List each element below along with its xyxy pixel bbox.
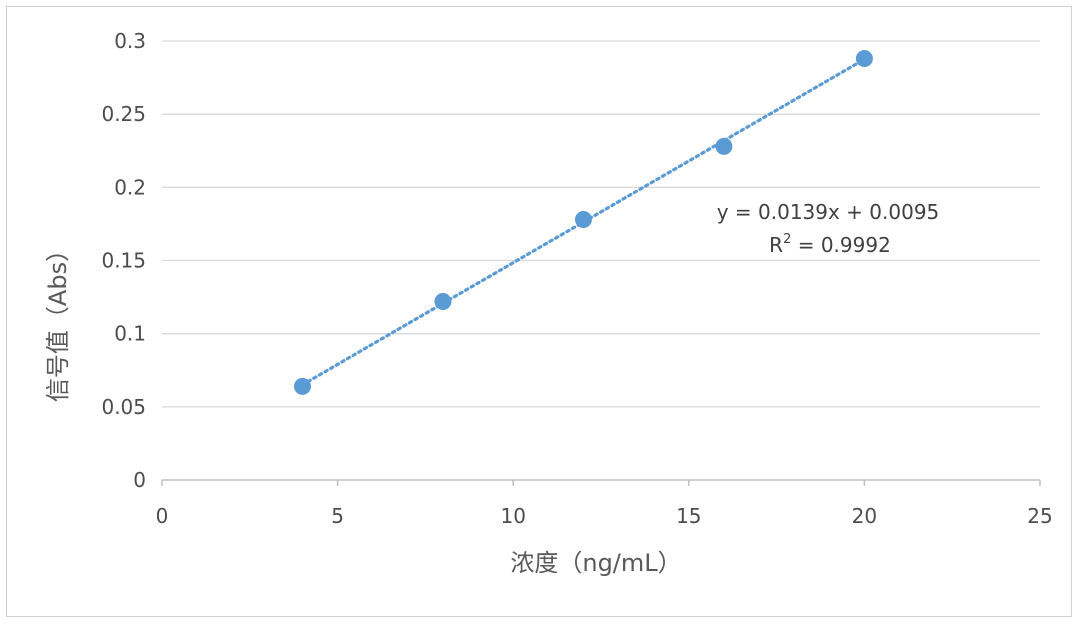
x-tick-label: 10 xyxy=(500,504,525,528)
y-axis-title: 信号值（Abs） xyxy=(44,238,72,402)
y-tick-label: 0.25 xyxy=(101,102,146,126)
r-squared-label: R2 = 0.9992 xyxy=(769,232,891,257)
y-tick-label: 0.1 xyxy=(114,322,146,346)
x-tick-label: 0 xyxy=(156,504,169,528)
x-tick-label: 25 xyxy=(1027,504,1052,528)
r-squared-value: = 0.9992 xyxy=(791,233,890,257)
data-point xyxy=(715,137,733,155)
r-squared-symbol: R xyxy=(769,233,783,257)
x-tick-labels: 0 5 10 15 20 25 xyxy=(156,504,1053,528)
data-points xyxy=(293,50,873,395)
data-point xyxy=(574,211,592,229)
y-tick-labels: 0 0.05 0.1 0.15 0.2 0.25 0.3 xyxy=(101,29,146,492)
y-tick-label: 0.2 xyxy=(114,175,146,199)
gridlines xyxy=(162,40,1040,408)
trendline-equation: y = 0.0139x + 0.0095 xyxy=(717,200,940,224)
x-tick-label: 5 xyxy=(331,504,344,528)
x-axis-title: 浓度（ng/mL） xyxy=(510,549,681,577)
r-squared-superscript: 2 xyxy=(783,232,791,247)
x-tick-label: 15 xyxy=(676,504,701,528)
data-point xyxy=(434,292,452,310)
x-tick-label: 20 xyxy=(852,504,877,528)
y-tick-label: 0.3 xyxy=(114,29,146,53)
y-tick-label: 0.05 xyxy=(101,395,146,419)
y-tick-label: 0 xyxy=(133,468,146,492)
chart-frame xyxy=(6,6,1072,617)
data-point xyxy=(855,50,873,68)
axes xyxy=(161,479,1041,486)
data-point xyxy=(293,377,311,395)
y-tick-label: 0.15 xyxy=(101,249,146,273)
